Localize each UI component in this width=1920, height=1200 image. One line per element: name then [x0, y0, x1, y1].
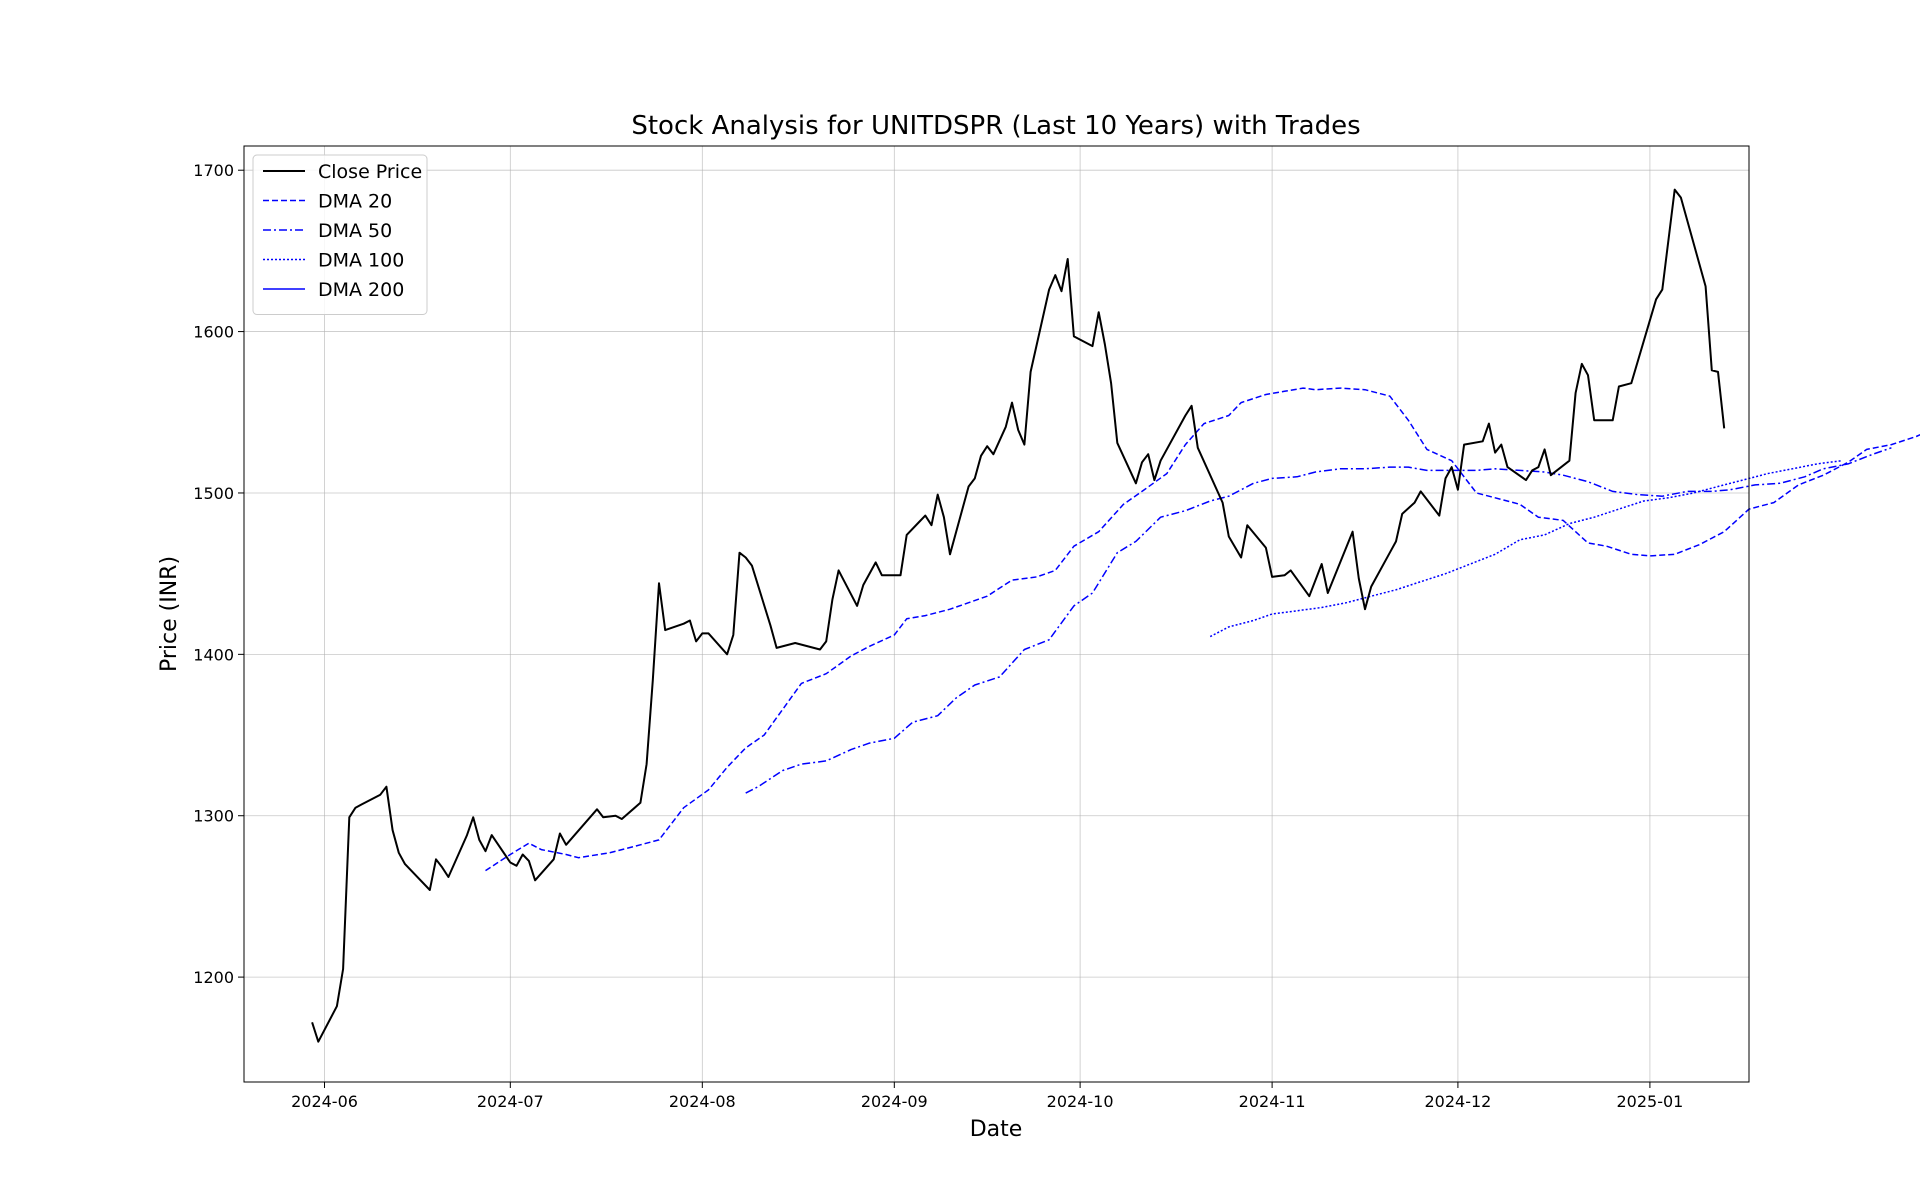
legend: Close Price DMA 20 DMA 50 DMA 100 DMA 200 [252, 154, 428, 315]
x-tick-label: 2024-07 [477, 1092, 544, 1111]
series-layer [311, 188, 1920, 1043]
y-axis-ticks: 1200 1300 1400 1500 1600 1700 [193, 161, 244, 987]
chart-title: Stock Analysis for UNITDSPR (Last 10 Yea… [631, 111, 1360, 141]
x-tick-label: 2024-12 [1424, 1092, 1491, 1111]
legend-entry-label: Close Price [318, 161, 422, 183]
x-axis-label: Date [970, 1117, 1023, 1142]
y-tick-label: 1500 [193, 484, 234, 503]
y-axis-label: Price (INR) [157, 556, 182, 672]
x-tick-label: 2024-10 [1047, 1092, 1114, 1111]
y-tick-label: 1400 [193, 645, 234, 664]
x-tick-label: 2024-11 [1239, 1092, 1306, 1111]
legend-entry-label: DMA 200 [318, 279, 404, 301]
legend-entry-label: DMA 50 [318, 220, 392, 242]
y-tick-label: 1200 [193, 968, 234, 987]
legend-box [252, 154, 428, 315]
grid-lines [244, 146, 1749, 1082]
y-tick-label: 1300 [193, 807, 234, 826]
y-tick-label: 1700 [193, 161, 234, 180]
x-tick-label: 2025-01 [1616, 1092, 1683, 1111]
plot-frame [243, 145, 1750, 1083]
series-line-dma-50 [745, 447, 1892, 794]
x-tick-label: 2024-06 [291, 1092, 358, 1111]
x-tick-label: 2024-08 [669, 1092, 736, 1111]
legend-entry-label: DMA 20 [318, 191, 392, 213]
series-line-dma-100 [1209, 459, 1842, 638]
x-axis-ticks: 2024-06 2024-07 2024-08 2024-09 2024-10 2024-… [291, 1082, 1683, 1111]
series-line-close-price [311, 188, 1726, 1043]
series-line-dma-20 [485, 387, 1920, 872]
y-tick-label: 1600 [193, 323, 234, 342]
legend-entry-label: DMA 100 [318, 250, 404, 272]
x-tick-label: 2024-09 [861, 1092, 928, 1111]
